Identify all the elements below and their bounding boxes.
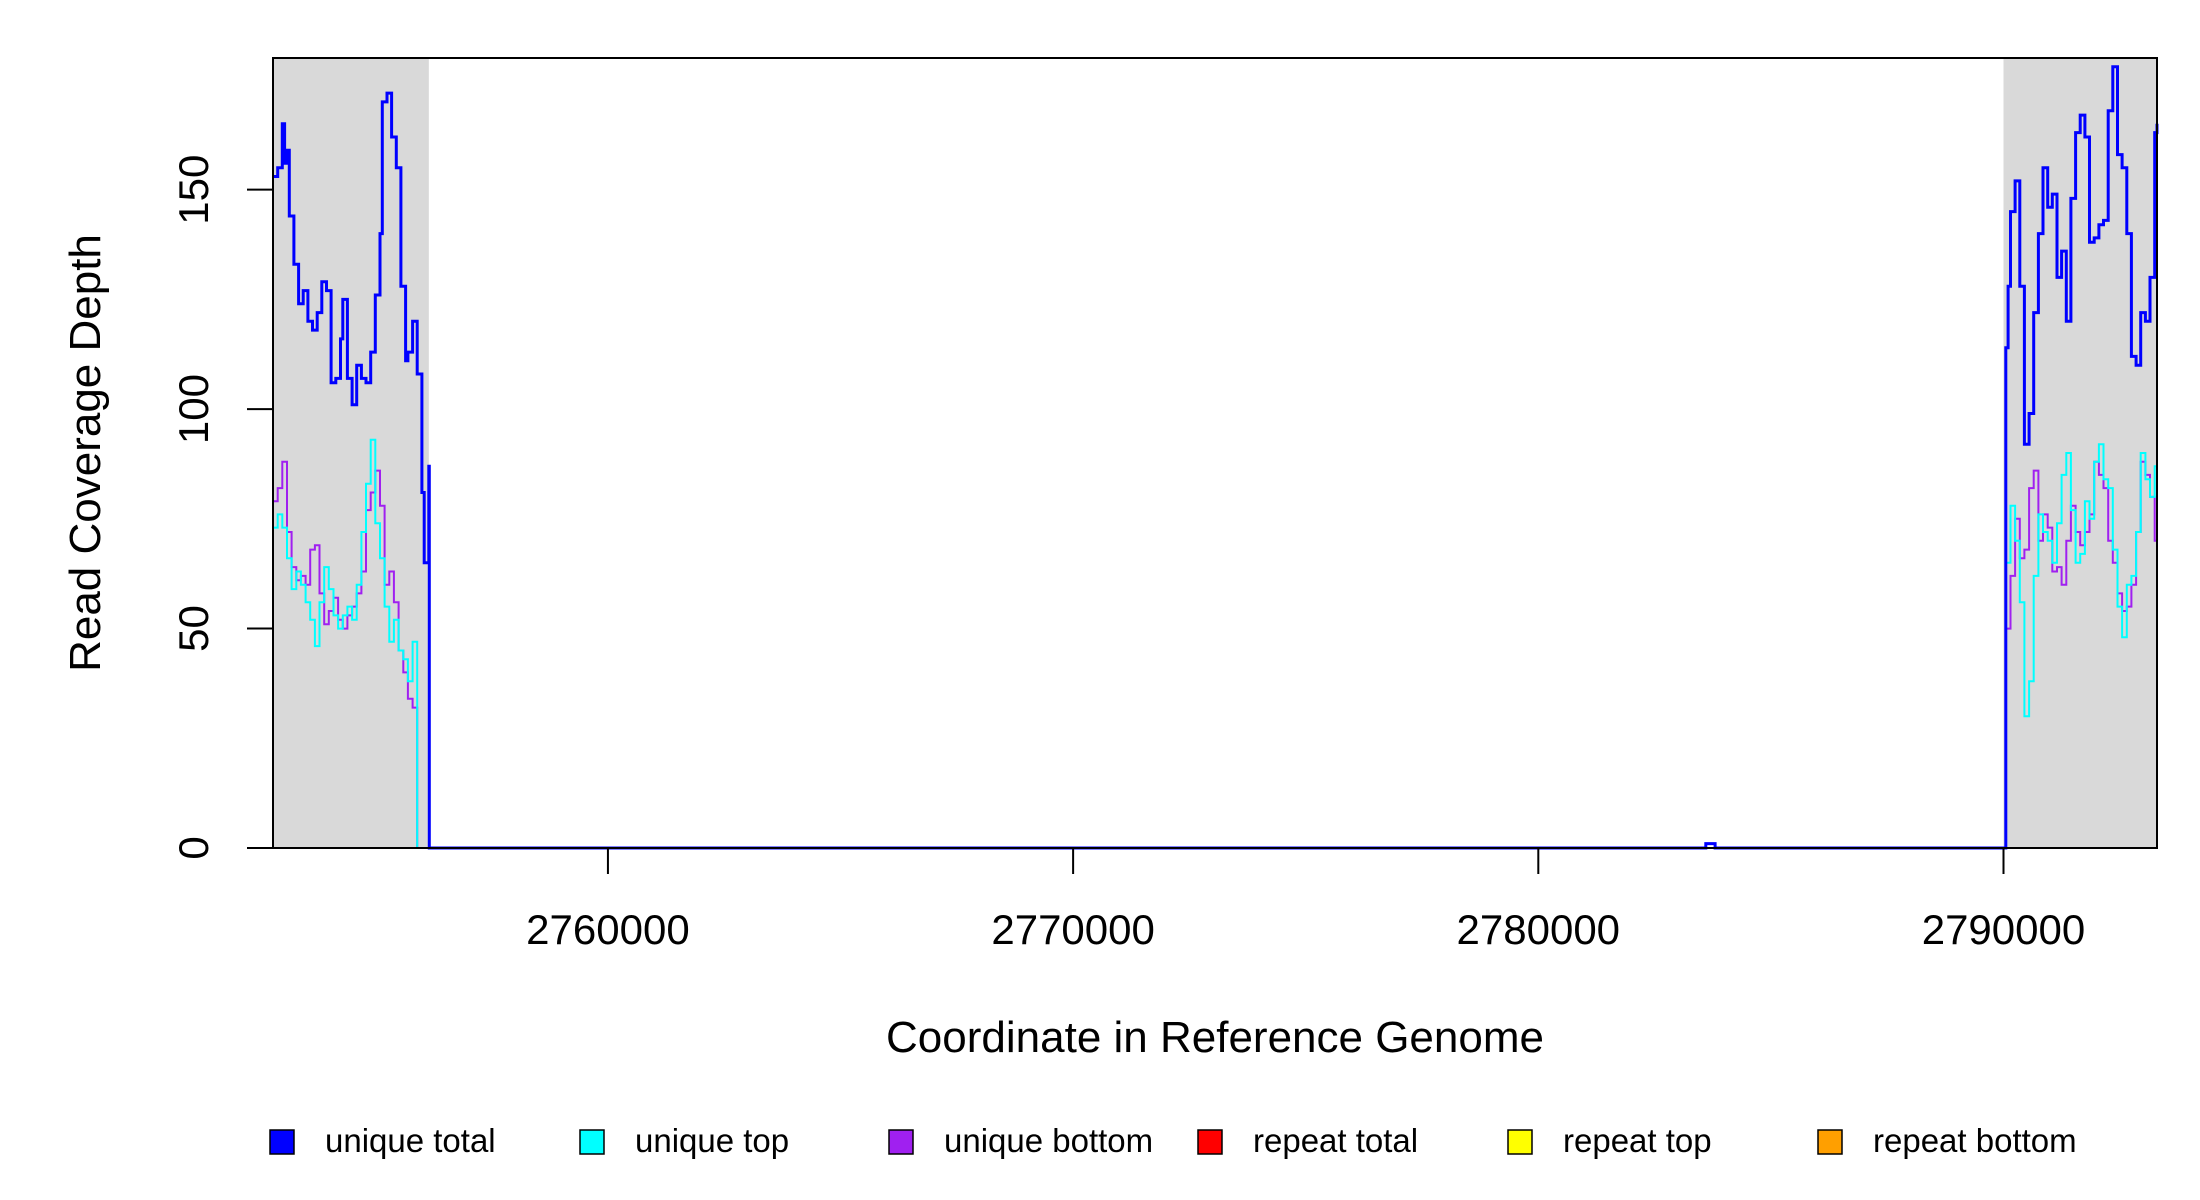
legend-label: repeat total — [1253, 1122, 1418, 1159]
y-axis: 0 50 100 150 — [170, 155, 273, 860]
legend-label: repeat bottom — [1873, 1122, 2077, 1159]
y-tick-label-3: 150 — [170, 155, 217, 225]
legend-swatch — [579, 1129, 605, 1155]
legend-item-repeat-bottom: repeat bottom — [1817, 1122, 2077, 1159]
legend-swatch — [1507, 1129, 1533, 1155]
series-line-unique-total — [273, 65, 2159, 850]
x-tick-label-3: 2790000 — [1922, 906, 2086, 953]
legend-label: repeat top — [1563, 1122, 1712, 1159]
x-axis: 2760000 2770000 2780000 2790000 — [526, 848, 2085, 953]
x-tick-label-2: 2780000 — [1457, 906, 1621, 953]
y-tick-label-0: 0 — [170, 836, 217, 859]
legend-swatch — [1197, 1129, 1223, 1155]
legend-item-unique-top: unique top — [579, 1122, 789, 1159]
y-tick-label-2: 100 — [170, 374, 217, 444]
x-tick-label-0: 2760000 — [526, 906, 690, 953]
legend-item-unique-bottom: unique bottom — [888, 1122, 1153, 1159]
series-lines — [273, 65, 2159, 850]
legend-label: unique total — [325, 1122, 496, 1159]
series-line-unique-top — [273, 438, 2158, 849]
legend-label: unique top — [635, 1122, 789, 1159]
legend: unique total unique top unique bottom repea… — [269, 1122, 2077, 1159]
legend-item-repeat-total: repeat total — [1197, 1122, 1418, 1159]
y-axis-title: Read Coverage Depth — [61, 234, 110, 672]
x-axis-title: Coordinate in Reference Genome — [886, 1013, 1544, 1062]
legend-item-unique-total: unique total — [269, 1122, 496, 1159]
legend-swatch — [1817, 1129, 1843, 1155]
legend-swatch — [888, 1129, 914, 1155]
shaded-regions — [273, 58, 2157, 848]
legend-swatch — [269, 1129, 295, 1155]
shaded-region-0 — [273, 58, 429, 848]
y-tick-label-1: 50 — [170, 605, 217, 652]
x-tick-label-1: 2770000 — [991, 906, 1155, 953]
plot-frame — [272, 57, 2158, 849]
legend-label: unique bottom — [944, 1122, 1153, 1159]
legend-item-repeat-top: repeat top — [1507, 1122, 1712, 1159]
series-line-unique-bottom — [273, 460, 2158, 849]
shaded-region-1 — [2003, 58, 2157, 848]
